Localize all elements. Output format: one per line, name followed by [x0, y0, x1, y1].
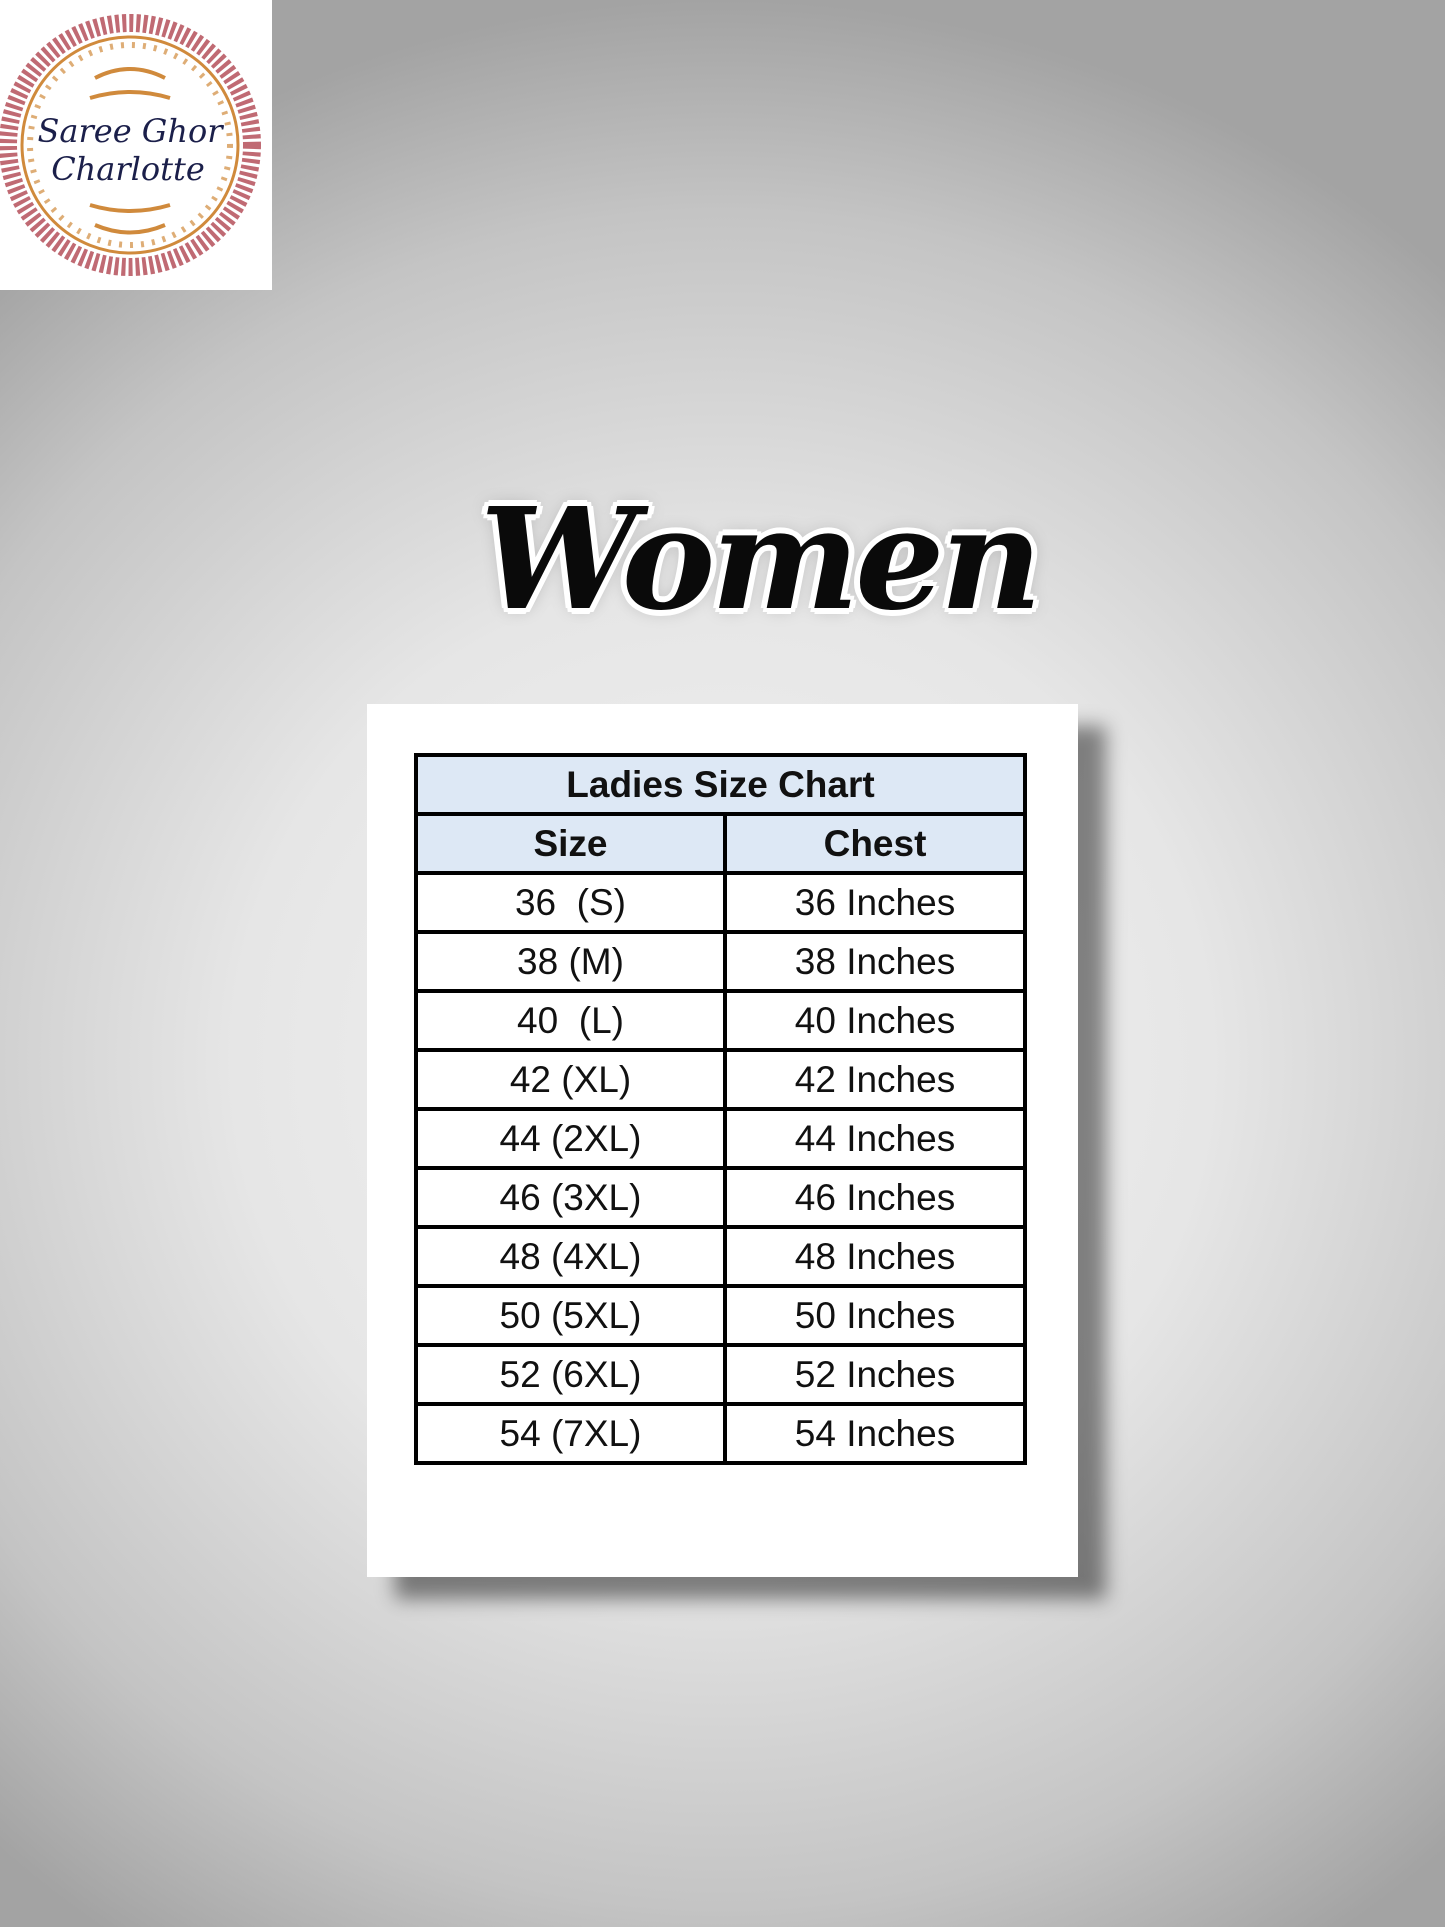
- table-row: 50 (5XL) 50 Inches: [414, 1284, 1027, 1347]
- table-row: 48 (4XL) 48 Inches: [414, 1225, 1027, 1288]
- table-row: 54 (7XL) 54 Inches: [414, 1402, 1027, 1465]
- size-chart-card: Ladies Size Chart Size Chest 36 (S) 36 In…: [367, 704, 1078, 1577]
- svg-text:Charlotte: Charlotte: [51, 150, 205, 188]
- chest-cell: 40 Inches: [723, 989, 1027, 1052]
- column-header-chest: Chest: [723, 812, 1027, 875]
- chest-cell: 52 Inches: [723, 1343, 1027, 1406]
- table-row: 44 (2XL) 44 Inches: [414, 1107, 1027, 1170]
- table-row: 40 (L) 40 Inches: [414, 989, 1027, 1052]
- table-row: 46 (3XL) 46 Inches: [414, 1166, 1027, 1229]
- chest-cell: 36 Inches: [723, 871, 1027, 934]
- chest-cell: 48 Inches: [723, 1225, 1027, 1288]
- brand-logo: Saree Ghor Charlotte: [0, 0, 272, 290]
- chest-cell: 44 Inches: [723, 1107, 1027, 1170]
- chest-cell: 54 Inches: [723, 1402, 1027, 1465]
- size-cell: 50 (5XL): [414, 1284, 727, 1347]
- size-cell: 48 (4XL): [414, 1225, 727, 1288]
- page-heading: Women: [480, 478, 1042, 642]
- table-title: Ladies Size Chart: [414, 753, 1027, 816]
- size-cell: 38 (M): [414, 930, 727, 993]
- chest-cell: 46 Inches: [723, 1166, 1027, 1229]
- chest-cell: 38 Inches: [723, 930, 1027, 993]
- table-row: 42 (XL) 42 Inches: [414, 1048, 1027, 1111]
- chest-cell: 50 Inches: [723, 1284, 1027, 1347]
- size-cell: 52 (6XL): [414, 1343, 727, 1406]
- size-cell: 54 (7XL): [414, 1402, 727, 1465]
- size-cell: 46 (3XL): [414, 1166, 727, 1229]
- size-cell: 44 (2XL): [414, 1107, 727, 1170]
- size-cell: 42 (XL): [414, 1048, 727, 1111]
- table-row: 36 (S) 36 Inches: [414, 871, 1027, 934]
- table-row: 52 (6XL) 52 Inches: [414, 1343, 1027, 1406]
- column-header-size: Size: [414, 812, 727, 875]
- table-row: 38 (M) 38 Inches: [414, 930, 1027, 993]
- chest-cell: 42 Inches: [723, 1048, 1027, 1111]
- svg-text:Saree Ghor: Saree Ghor: [37, 112, 224, 150]
- size-cell: 40 (L): [414, 989, 727, 1052]
- size-cell: 36 (S): [414, 871, 727, 934]
- size-chart-table: Ladies Size Chart Size Chest 36 (S) 36 In…: [414, 753, 1027, 1465]
